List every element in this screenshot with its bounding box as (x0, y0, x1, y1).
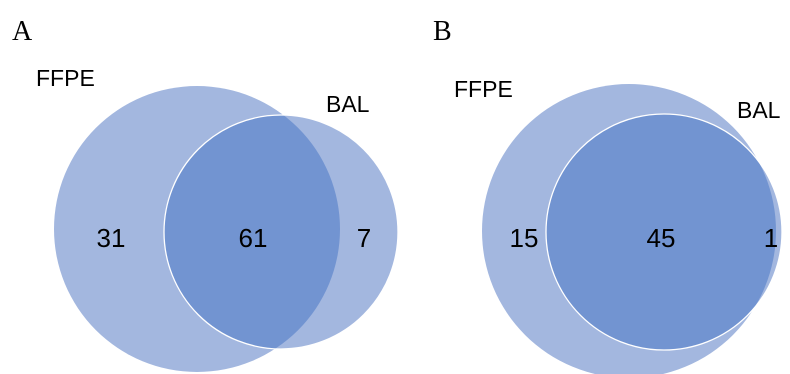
panel-a-bal-only-count: 7 (357, 223, 371, 253)
panel-b-bal-outline (545, 113, 783, 351)
panel-a-ffpe-only-count: 31 (97, 223, 126, 253)
panel-a-bal-outline (163, 114, 399, 350)
panel-b-letter: B (433, 16, 452, 47)
panel-a-overlap-region (164, 115, 340, 349)
panel-b: B FFPE BAL 15 45 1 (433, 16, 783, 374)
panel-a-ffpe-label: FFPE (36, 65, 95, 91)
panel-b-ffpe-label: FFPE (454, 76, 513, 102)
panel-a-letter: A (12, 16, 33, 47)
panel-b-bal-only-count: 1 (764, 223, 778, 253)
panel-b-bal-label: BAL (737, 97, 781, 123)
panel-a-shared-count: 61 (239, 223, 268, 253)
panel-b-ffpe-only-count: 15 (510, 223, 539, 253)
panel-a-bal-label: BAL (326, 91, 370, 117)
panel-a: A FFPE BAL 31 61 7 (12, 16, 399, 372)
panel-b-shared-count: 45 (647, 223, 676, 253)
